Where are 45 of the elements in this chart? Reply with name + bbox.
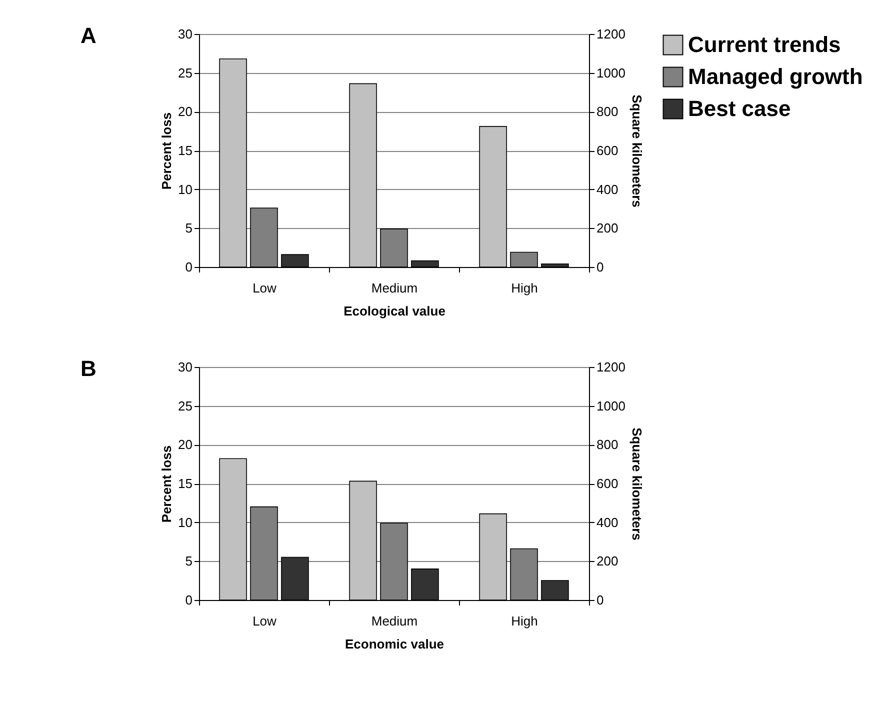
y-tick-label: 15 [178,476,192,491]
y-tick-label: 10 [178,514,192,530]
y2-tick-label: 1000 [596,398,626,414]
y-tick-label: 5 [185,220,192,236]
y-tick-label: 5 [185,554,192,569]
legend-label: Current trends [688,32,841,57]
y-tick-label: 25 [178,65,192,80]
y2-tick-label: 800 [596,104,618,120]
legend-label: Managed growth [688,64,863,89]
y2-tick-label: 800 [596,437,618,452]
y-tick-label: 15 [178,143,192,158]
chart-title: B [80,356,96,381]
y-axis-title: Percent loss [159,112,174,190]
x-tick-label: High [511,280,538,296]
y-axis-title: Percent loss [159,445,174,523]
y2-axis-title: Square kilometers [629,428,644,540]
chart-title: A [80,23,97,48]
y-tick-label: 0 [185,260,192,274]
x-tick-label: Low [252,280,278,296]
y2-tick-label: 600 [596,143,618,158]
x-tick-label: Medium [371,280,418,296]
x-tick-label: Low [252,614,278,628]
x-tick-label: High [511,614,538,628]
y-tick-label: 20 [178,437,192,452]
y2-tick-label: 200 [596,220,618,236]
x-axis-title: Ecological value [344,304,446,318]
y2-tick-label: 1000 [596,65,626,80]
y2-tick-label: 200 [596,554,618,569]
y2-tick-label: 600 [596,476,618,491]
y-tick-label: 30 [178,26,192,42]
y-tick-label: 30 [178,360,192,374]
y-tick-label: 0 [185,592,192,608]
y2-tick-label: 1200 [596,360,626,374]
y2-tick-label: 0 [596,592,604,608]
y2-tick-label: 400 [596,182,618,197]
y-tick-label: 10 [178,182,192,197]
y2-axis-title: Square kilometers [629,94,644,208]
x-axis-title: Economic value [345,636,444,652]
legend-label: Best case [688,96,791,121]
y-tick-label: 20 [178,104,192,120]
x-tick-label: Medium [371,614,418,628]
y2-tick-label: 400 [596,514,618,530]
y2-tick-label: 1200 [596,26,626,42]
y2-tick-label: 0 [596,260,604,274]
y-tick-label: 25 [178,398,192,414]
